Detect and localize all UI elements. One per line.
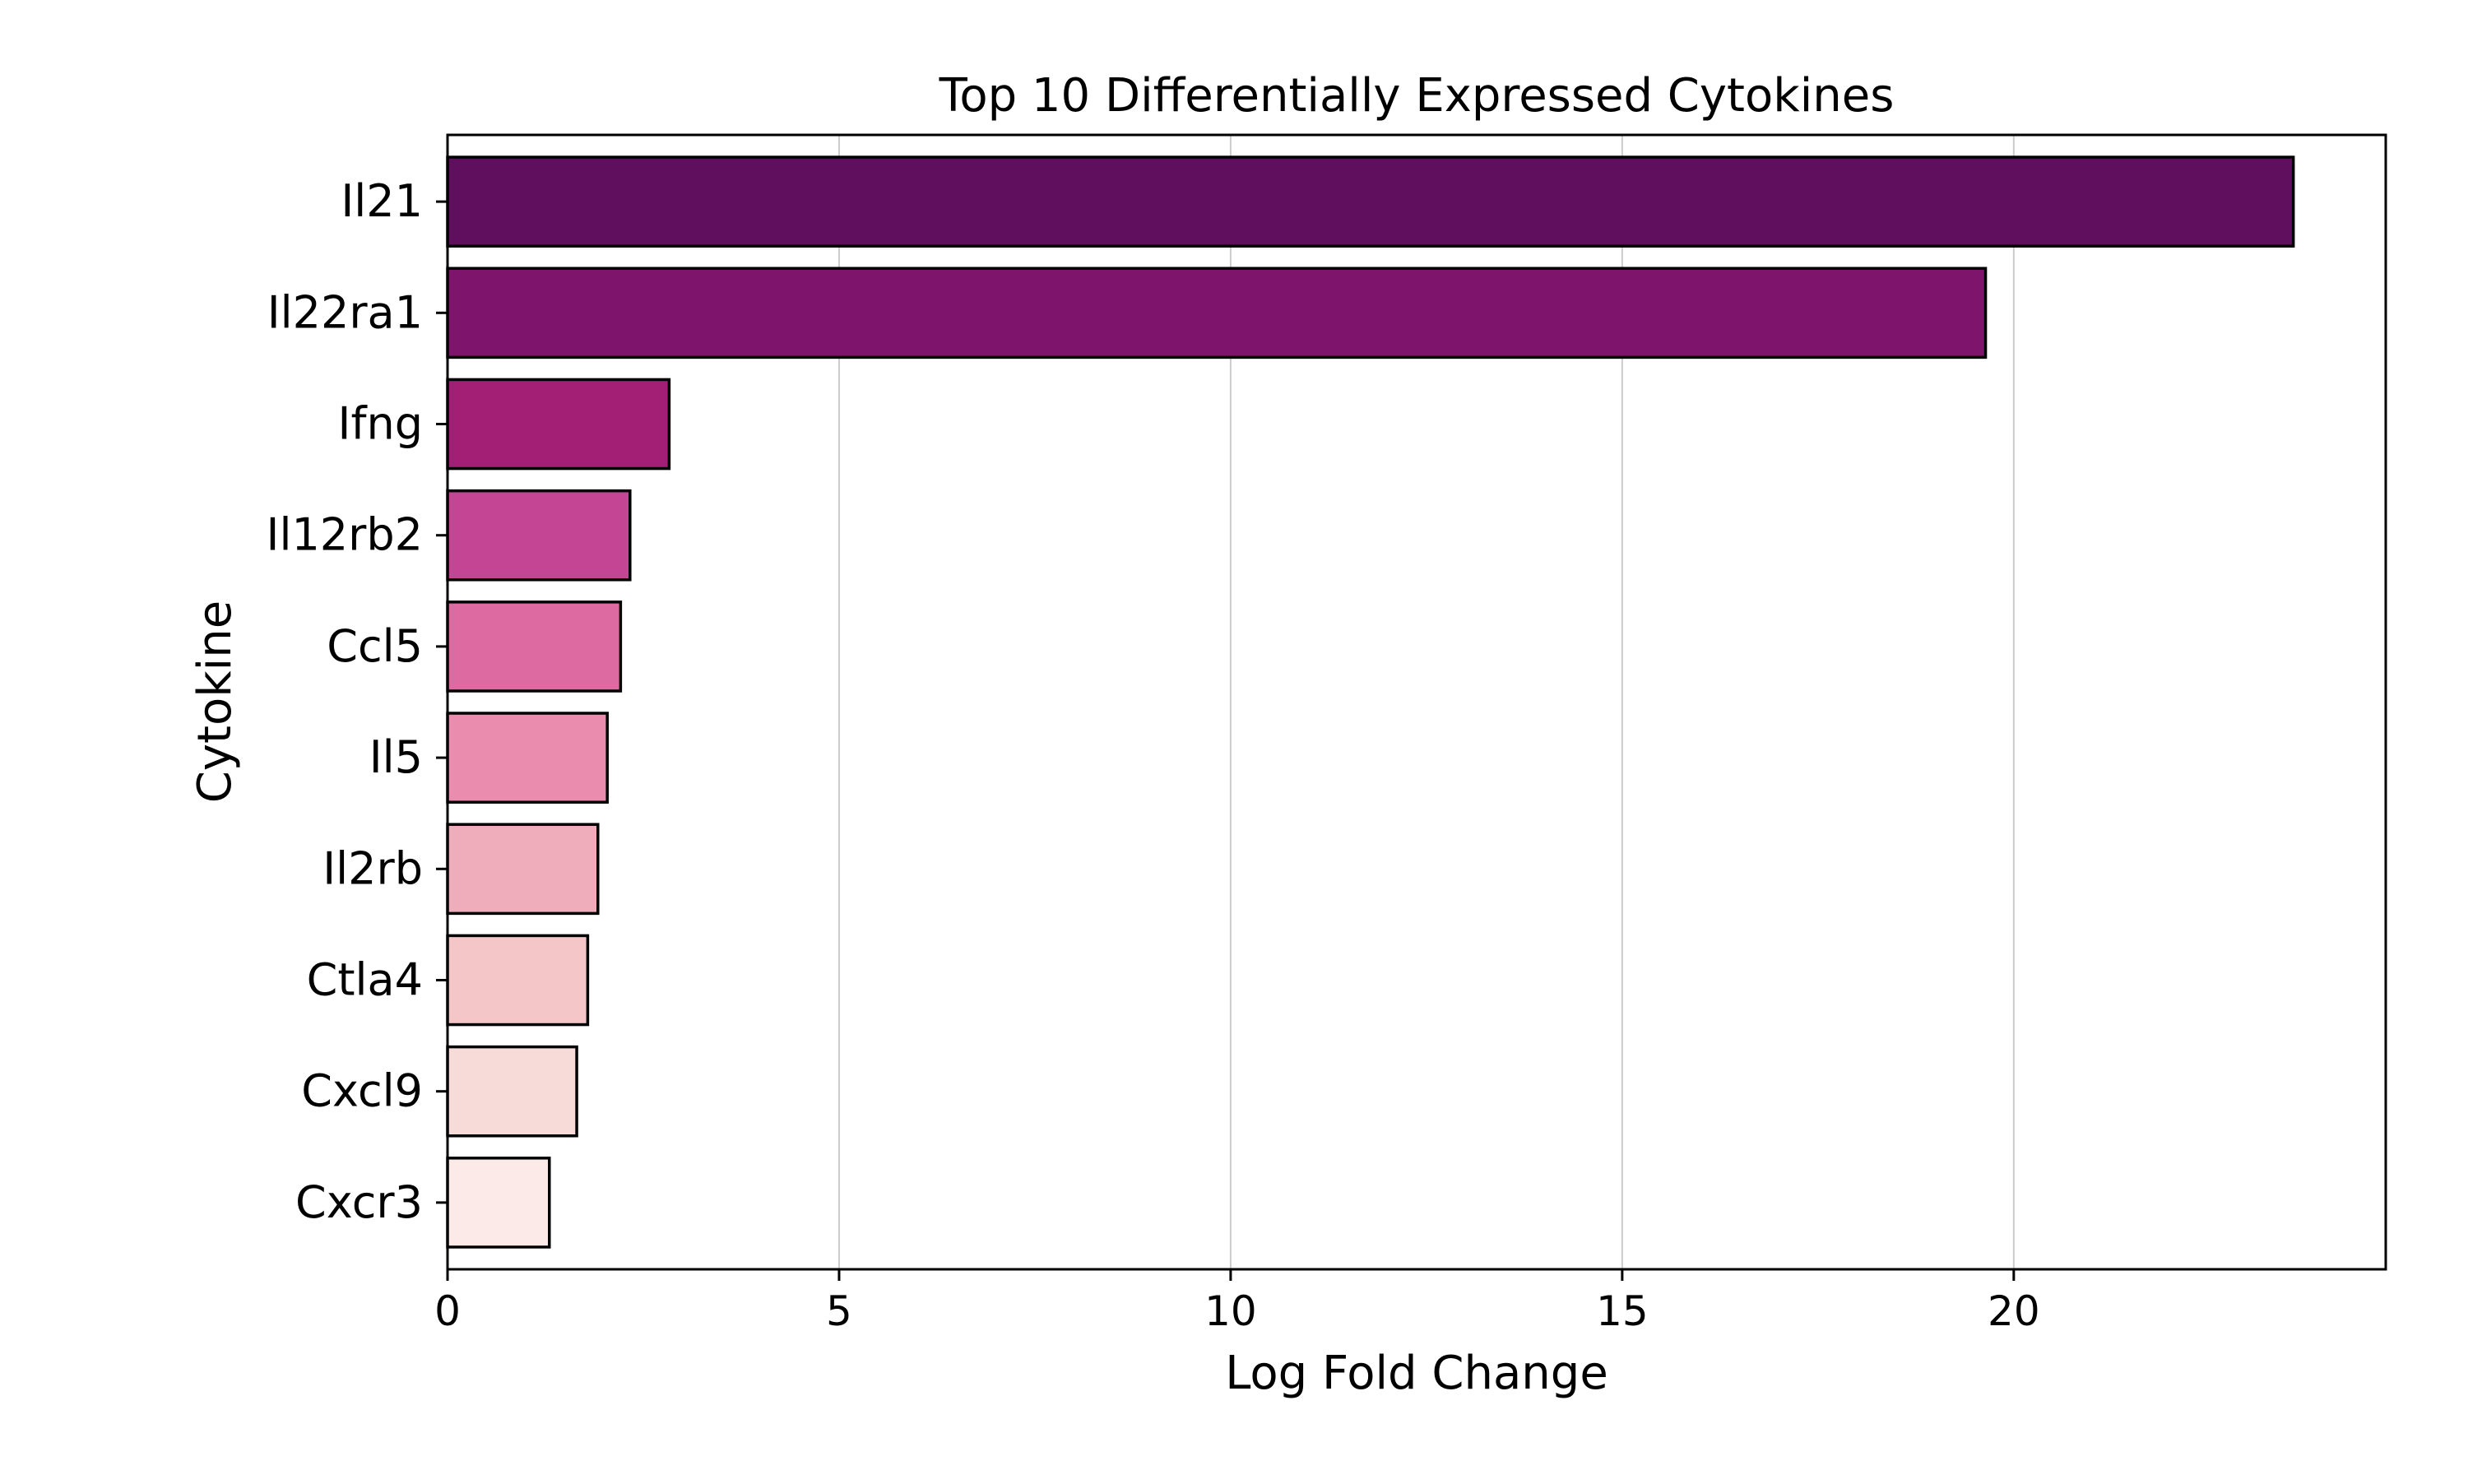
x-tick-label: 10 [1204,1287,1257,1335]
bar-il2rb [446,823,600,916]
bar-il5 [446,712,609,804]
bar-cxcl9 [446,1045,578,1138]
x-axis-ticks: 0 5 10 15 20 [434,1269,2040,1335]
y-tick-label: Il5 [369,731,423,783]
plot-frame [446,133,2387,1271]
bar-ctla4 [446,934,590,1027]
bar-il22ra1 [446,267,1988,359]
y-tick-label: Il2rb [322,842,423,894]
y-tick-label: Il22ra1 [267,286,423,338]
y-tick-label: Ifng [338,398,423,450]
bar-cxcr3 [446,1157,551,1249]
x-tick-label: 0 [434,1287,461,1335]
chart-title: Top 10 Differentially Expressed Cytokine… [939,69,1895,123]
y-tick-label: Il21 [341,175,423,227]
y-tick-label: Il12rb2 [267,509,423,561]
y-tick-label: Ccl5 [327,620,423,672]
y-tick-label: Cxcr3 [295,1176,423,1228]
y-tick-label: Cxcl9 [301,1065,423,1117]
bar-il12rb2 [446,489,632,582]
x-tick-label: 20 [1988,1287,2040,1335]
x-tick-label: 15 [1596,1287,1649,1335]
bar-ifng [446,378,671,471]
x-axis-label: Log Fold Change [1225,1347,1608,1400]
y-axis-ticks: Il21 Il22ra1 Ifng Il12rb2 Ccl5 Il5 Il2rb Ctla4 C… [267,175,448,1228]
bar-ccl5 [446,601,623,693]
y-tick-label: Ctla4 [307,953,423,1005]
x-tick-label: 5 [826,1287,852,1335]
y-axis-label: Cytokine [188,601,242,803]
bar-il21 [446,155,2295,248]
